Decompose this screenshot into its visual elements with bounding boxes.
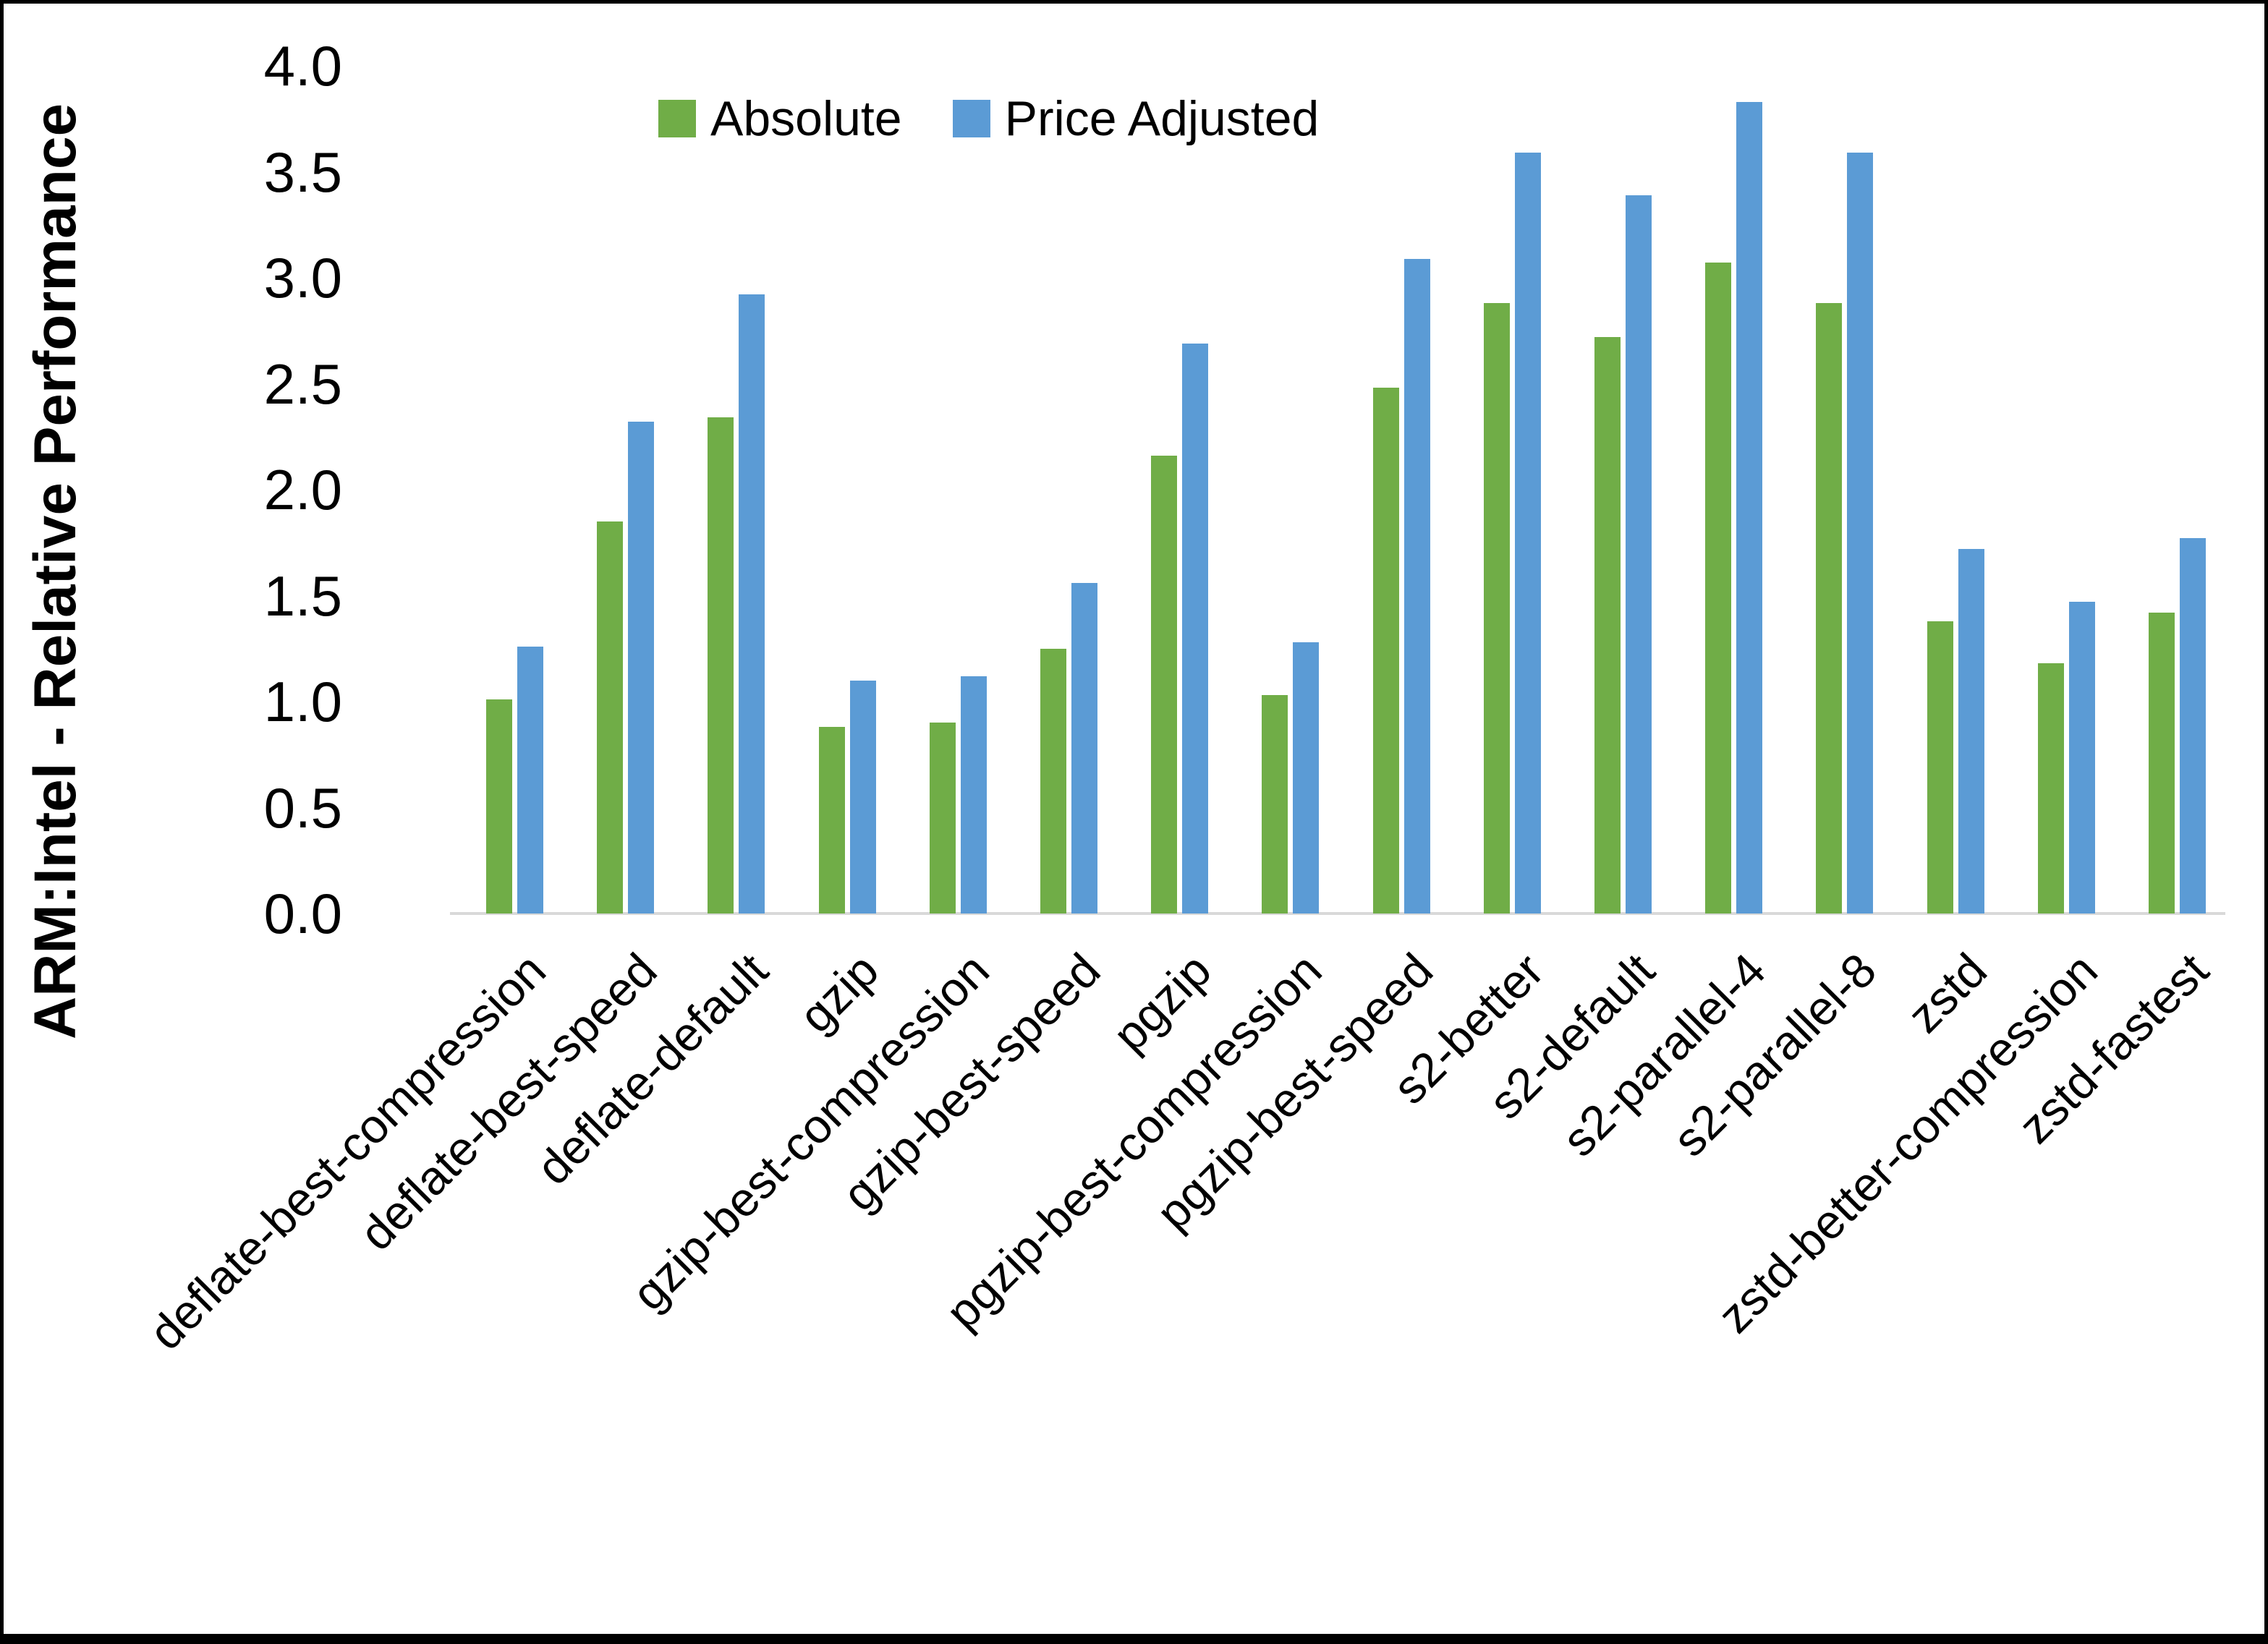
bar-price-adjusted-deflate-best-compression — [517, 646, 543, 913]
bar-absolute-deflate-default — [708, 417, 734, 913]
y-tick-label-1.0: 1.0 — [263, 670, 342, 733]
bar-price-adjusted-deflate-default — [739, 294, 765, 913]
bar-absolute-s2-parallel-4 — [1705, 263, 1732, 913]
y-tick-label-0.5: 0.5 — [263, 775, 342, 840]
bar-absolute-s2-default — [1594, 337, 1621, 913]
bar-price-adjusted-deflate-best-speed — [628, 422, 655, 913]
bar-absolute-gzip-best-compression — [929, 723, 956, 913]
y-tick-label-4.0: 4.0 — [263, 34, 342, 98]
y-tick-label-3.0: 3.0 — [263, 246, 342, 310]
legend-item-absolute: Absolute — [658, 90, 902, 147]
legend-item-price-adjusted: Price Adjusted — [952, 90, 1320, 147]
bar-absolute-deflate-best-speed — [597, 521, 624, 913]
bar-price-adjusted-s2-default — [1626, 195, 1652, 913]
bar-price-adjusted-pgzip — [1182, 343, 1209, 913]
bar-absolute-s2-parallel-8 — [1816, 303, 1843, 913]
y-axis-title: ARM:Intel - Relative Performance — [22, 103, 88, 1040]
bar-absolute-pgzip — [1151, 456, 1178, 913]
bar-absolute-zstd — [1927, 621, 1953, 913]
bar-price-adjusted-s2-parallel-8 — [1847, 153, 1874, 913]
bar-absolute-deflate-best-compression — [486, 699, 512, 913]
bar-price-adjusted-zstd — [1958, 549, 1984, 913]
bar-price-adjusted-gzip-best-compression — [960, 676, 987, 913]
bar-absolute-s2-better — [1483, 303, 1510, 913]
bar-absolute-pgzip-best-speed — [1372, 388, 1399, 913]
bar-absolute-gzip-best-speed — [1040, 648, 1066, 913]
bar-absolute-pgzip-best-compression — [1262, 695, 1288, 913]
legend-label-price-adjusted: Price Adjusted — [1004, 91, 1320, 146]
legend-label-absolute: Absolute — [710, 91, 902, 146]
y-tick-label-2.0: 2.0 — [263, 458, 342, 521]
bar-absolute-zstd-better-compression — [2037, 663, 2064, 913]
y-tick-label-1.5: 1.5 — [263, 563, 342, 628]
x-axis-baseline — [450, 912, 2225, 915]
y-tick-label-0.0: 0.0 — [263, 882, 342, 945]
legend-swatch-price-adjusted — [952, 100, 990, 137]
bar-price-adjusted-pgzip-best-speed — [1403, 258, 1430, 913]
y-tick-label-2.5: 2.5 — [263, 352, 342, 416]
bar-price-adjusted-gzip — [849, 680, 876, 913]
legend: Absolute Price Adjusted — [658, 90, 1319, 147]
bar-absolute-zstd-fastest — [2149, 612, 2175, 913]
bar-price-adjusted-s2-better — [1514, 153, 1541, 913]
bar-price-adjusted-s2-parallel-4 — [1736, 101, 1763, 913]
bar-absolute-gzip — [818, 727, 845, 913]
y-tick-label-3.5: 3.5 — [263, 140, 342, 204]
bar-price-adjusted-gzip-best-speed — [1071, 582, 1097, 913]
bar-price-adjusted-zstd-fastest — [2180, 538, 2206, 913]
legend-swatch-absolute — [658, 100, 696, 137]
bar-price-adjusted-pgzip-best-compression — [1293, 642, 1320, 913]
bar-price-adjusted-zstd-better-compression — [2068, 602, 2095, 913]
